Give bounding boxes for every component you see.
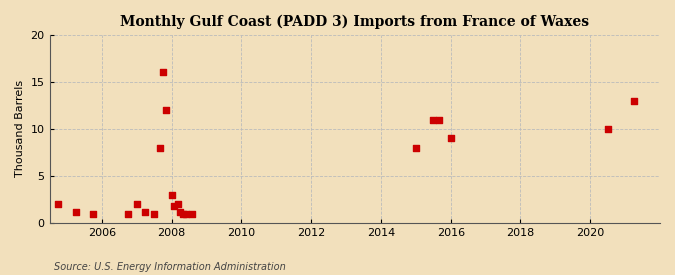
Point bbox=[169, 204, 180, 208]
Point bbox=[132, 202, 142, 207]
Point bbox=[628, 98, 639, 103]
Point bbox=[70, 210, 81, 214]
Point bbox=[160, 108, 171, 112]
Point bbox=[410, 145, 421, 150]
Point bbox=[181, 211, 192, 216]
Point bbox=[186, 211, 197, 216]
Point bbox=[446, 136, 456, 141]
Point bbox=[155, 145, 165, 150]
Point bbox=[178, 211, 188, 216]
Point bbox=[175, 210, 186, 214]
Point bbox=[157, 70, 168, 75]
Point bbox=[88, 211, 99, 216]
Point bbox=[172, 202, 183, 207]
Point bbox=[602, 127, 613, 131]
Title: Monthly Gulf Coast (PADD 3) Imports from France of Waxes: Monthly Gulf Coast (PADD 3) Imports from… bbox=[120, 15, 589, 29]
Text: Source: U.S. Energy Information Administration: Source: U.S. Energy Information Administ… bbox=[54, 262, 286, 272]
Point bbox=[434, 117, 445, 122]
Point bbox=[53, 202, 63, 207]
Point bbox=[428, 117, 439, 122]
Point bbox=[166, 193, 177, 197]
Y-axis label: Thousand Barrels: Thousand Barrels bbox=[15, 80, 25, 177]
Point bbox=[148, 211, 159, 216]
Point bbox=[123, 211, 134, 216]
Point bbox=[140, 210, 151, 214]
